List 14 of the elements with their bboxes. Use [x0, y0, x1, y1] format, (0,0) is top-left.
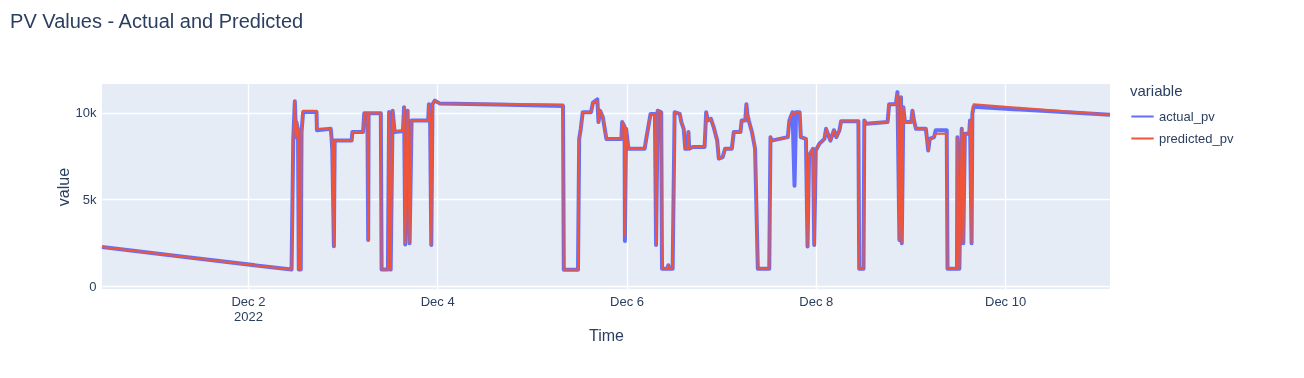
chart-title: PV Values - Actual and Predicted — [10, 10, 304, 32]
x-tick-label: Dec 4 — [420, 293, 455, 309]
x-axis-title: Time — [589, 326, 625, 344]
legend-label: actual_pv — [1159, 108, 1216, 124]
y-axis-title: value — [54, 167, 72, 207]
x-tick-label: Dec 8 — [799, 293, 834, 309]
legend-title: variable — [1130, 82, 1183, 99]
legend-label: predicted_pv — [1159, 130, 1234, 146]
y-tick-label: 5k — [82, 191, 97, 207]
y-tick-label: 0 — [89, 278, 97, 294]
x-tick-label: Dec 6 — [610, 293, 644, 309]
x-tick-label: Dec 2 2022 — [231, 293, 266, 324]
x-tick-label: Dec 10 — [985, 293, 1027, 309]
y-tick-label: 10k — [75, 105, 97, 121]
